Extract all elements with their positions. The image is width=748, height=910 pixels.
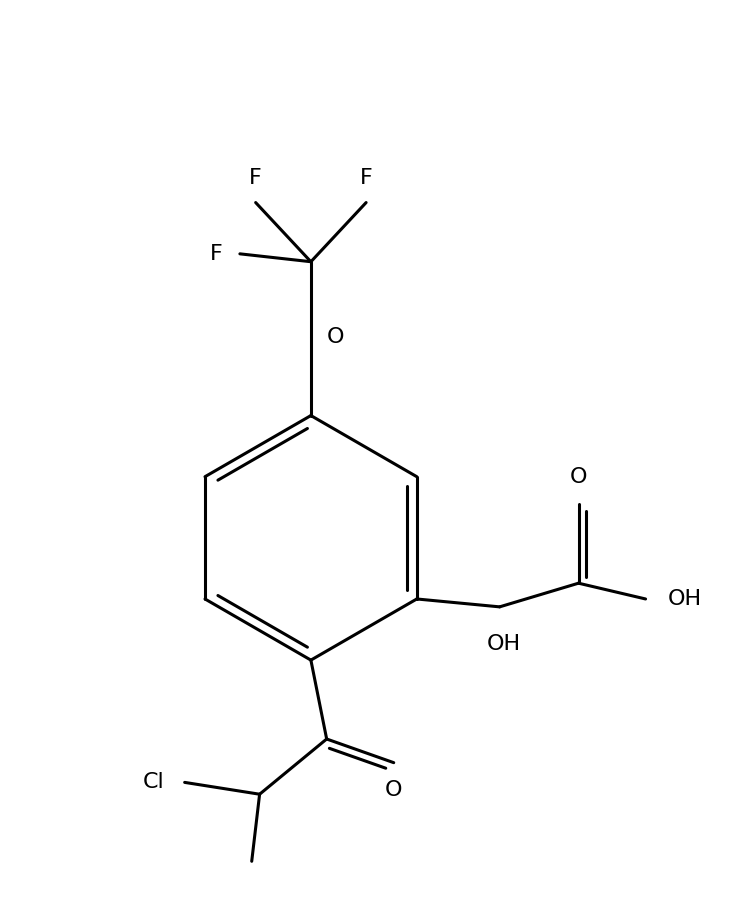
Text: O: O [385,780,402,800]
Text: F: F [249,168,262,188]
Text: Cl: Cl [143,773,165,793]
Text: OH: OH [486,634,521,654]
Text: F: F [360,168,373,188]
Text: O: O [327,327,344,347]
Text: OH: OH [668,589,702,609]
Text: F: F [209,244,223,264]
Text: O: O [570,467,587,487]
